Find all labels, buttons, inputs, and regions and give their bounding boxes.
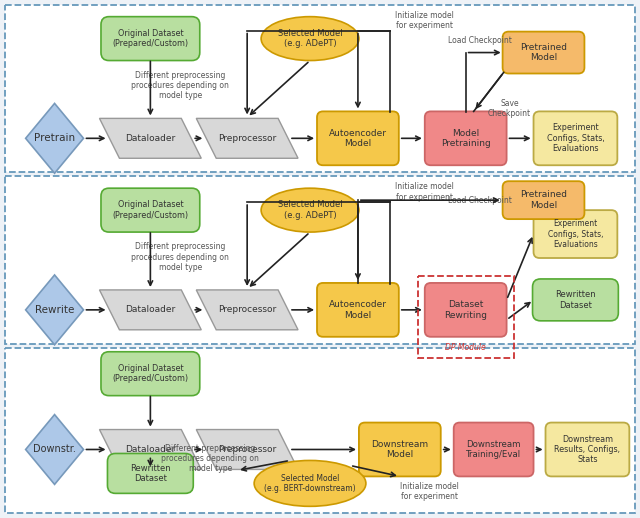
Polygon shape (26, 414, 83, 484)
Text: Pretrained
Model: Pretrained Model (520, 191, 567, 210)
Polygon shape (196, 429, 298, 469)
Bar (4, 176, 636, 344)
FancyBboxPatch shape (101, 188, 200, 232)
FancyBboxPatch shape (532, 279, 618, 321)
FancyBboxPatch shape (502, 181, 584, 219)
Text: Selected Model
(e.g. ADePT): Selected Model (e.g. ADePT) (278, 200, 342, 220)
Text: Original Dataset
(Prepared/Custom): Original Dataset (Prepared/Custom) (112, 29, 188, 48)
FancyBboxPatch shape (502, 32, 584, 74)
Text: Dataloader: Dataloader (125, 306, 175, 314)
FancyBboxPatch shape (534, 210, 618, 258)
Text: Selected Model
(e.g. BERT-downstream): Selected Model (e.g. BERT-downstream) (264, 473, 356, 493)
Text: Save
Checkpoint: Save Checkpoint (488, 99, 531, 118)
Text: Experiment
Configs, Stats,
Evaluations: Experiment Configs, Stats, Evaluations (548, 219, 603, 249)
Text: Downstr.: Downstr. (33, 444, 76, 454)
Text: Initialize model
for experiment: Initialize model for experiment (396, 11, 454, 31)
Ellipse shape (254, 461, 366, 506)
Text: Preprocessor: Preprocessor (218, 306, 276, 314)
Text: Autoencoder
Model: Autoencoder Model (329, 128, 387, 148)
Text: Dataset
Rewriting: Dataset Rewriting (444, 300, 487, 320)
FancyBboxPatch shape (534, 111, 618, 165)
Text: Downstream
Model: Downstream Model (371, 440, 428, 459)
FancyBboxPatch shape (454, 423, 534, 477)
Text: Dataloader: Dataloader (125, 134, 175, 143)
Text: Selected Model
(e.g. ADePT): Selected Model (e.g. ADePT) (278, 29, 342, 48)
Text: DP Module: DP Module (445, 343, 486, 352)
Bar (418, 276, 513, 358)
FancyBboxPatch shape (545, 423, 629, 477)
Text: Downstream
Results, Configs,
Stats: Downstream Results, Configs, Stats (554, 435, 620, 465)
Bar (4, 348, 636, 513)
Text: Different preprocessing
procedures depending on
model type: Different preprocessing procedures depen… (131, 70, 229, 100)
Text: Rewritten
Dataset: Rewritten Dataset (130, 464, 171, 483)
Text: Different preprocessing
procedures depending on
model type: Different preprocessing procedures depen… (161, 443, 259, 473)
Text: Initialize model
for experiment: Initialize model for experiment (401, 482, 459, 501)
Polygon shape (99, 429, 201, 469)
FancyBboxPatch shape (108, 453, 193, 493)
FancyBboxPatch shape (359, 423, 441, 477)
Text: Pretrain: Pretrain (34, 133, 75, 143)
FancyBboxPatch shape (101, 17, 200, 61)
Ellipse shape (261, 188, 359, 232)
Text: Rewritten
Dataset: Rewritten Dataset (555, 290, 596, 310)
Text: Preprocessor: Preprocessor (218, 445, 276, 454)
Bar (4, 5, 636, 172)
Text: Rewrite: Rewrite (35, 305, 74, 315)
Polygon shape (26, 275, 83, 345)
Text: Initialize model
for experiment: Initialize model for experiment (396, 182, 454, 202)
Polygon shape (196, 119, 298, 159)
Text: Load Checkpoint: Load Checkpoint (448, 196, 511, 205)
Polygon shape (99, 290, 201, 330)
FancyBboxPatch shape (425, 111, 507, 165)
FancyBboxPatch shape (317, 111, 399, 165)
FancyBboxPatch shape (317, 283, 399, 337)
Text: Different preprocessing
procedures depending on
model type: Different preprocessing procedures depen… (131, 242, 229, 272)
Polygon shape (196, 290, 298, 330)
Text: Experiment
Configs, Stats,
Evaluations: Experiment Configs, Stats, Evaluations (547, 123, 604, 153)
Polygon shape (26, 104, 83, 173)
Ellipse shape (261, 17, 359, 61)
Text: Pretrained
Model: Pretrained Model (520, 43, 567, 62)
Text: Autoencoder
Model: Autoencoder Model (329, 300, 387, 320)
Text: Model
Pretraining: Model Pretraining (441, 128, 490, 148)
Polygon shape (99, 119, 201, 159)
FancyBboxPatch shape (101, 352, 200, 396)
Text: Original Dataset
(Prepared/Custom): Original Dataset (Prepared/Custom) (112, 364, 188, 383)
Text: Downstream
Training/Eval: Downstream Training/Eval (466, 440, 521, 459)
FancyBboxPatch shape (425, 283, 507, 337)
Text: Dataloader: Dataloader (125, 445, 175, 454)
Text: Load Checkpoint: Load Checkpoint (448, 36, 511, 45)
Text: Preprocessor: Preprocessor (218, 134, 276, 143)
Text: Original Dataset
(Prepared/Custom): Original Dataset (Prepared/Custom) (112, 200, 188, 220)
